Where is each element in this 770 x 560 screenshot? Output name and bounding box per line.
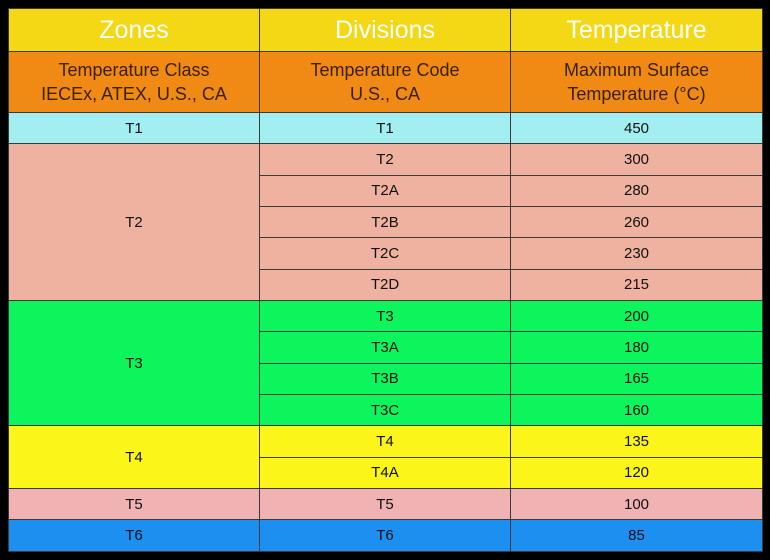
zone-cell: T1	[8, 111, 260, 145]
zones-subheader-line2: IECEx, ATEX, U.S., CA	[41, 84, 227, 104]
code-cell: T1	[259, 111, 511, 145]
temperature-subheader-line2: Temperature (°C)	[567, 84, 706, 104]
code-cell: T2B	[259, 206, 511, 239]
temp-cell: 200	[510, 300, 763, 333]
divisions-subheader: Temperature Code U.S., CA	[259, 51, 511, 113]
table-body: T1 T1 450 T2 T2 300 T2A 280 T2B 260 T2C …	[8, 111, 763, 552]
temperature-subheader: Maximum Surface Temperature (°C)	[510, 51, 763, 113]
temperature-class-table-frame: Zones Divisions Temperature Temperature …	[8, 8, 763, 552]
table-row: T3C 160	[9, 394, 763, 427]
temp-cell: 215	[510, 268, 763, 302]
zone-cell: T4	[8, 425, 260, 490]
temp-cell: 260	[510, 206, 763, 239]
temp-cell: 165	[510, 362, 763, 396]
temp-cell: 85	[510, 519, 763, 552]
code-cell: T2	[259, 143, 511, 176]
code-cell: T4	[259, 425, 511, 458]
temp-cell: 300	[510, 143, 763, 176]
zones-subheader: Temperature Class IECEx, ATEX, U.S., CA	[8, 51, 260, 113]
temperature-class-table: Zones Divisions Temperature Temperature …	[8, 8, 763, 552]
temp-cell: 100	[510, 488, 763, 521]
table-row: T5 T5 100	[8, 488, 763, 521]
zone-cell: T6	[8, 519, 260, 552]
table-row: T3B 165	[9, 362, 763, 396]
table-row: T2A 280	[9, 174, 763, 208]
temp-cell: 180	[510, 331, 763, 364]
table-row: T3A 180	[9, 331, 763, 364]
table-row: T2C 230	[9, 237, 763, 270]
zones-subheader-line1: Temperature Class	[58, 60, 210, 80]
code-cell: T3B	[259, 362, 511, 396]
code-cell: T5	[259, 488, 511, 521]
header-row: Zones Divisions Temperature	[8, 8, 763, 52]
temp-cell: 135	[510, 425, 763, 458]
table-row: T3 T3 200	[8, 300, 763, 427]
temp-cell: 230	[510, 237, 763, 270]
temp-cell: 160	[510, 394, 763, 427]
code-cell: T4A	[259, 456, 511, 490]
code-cell: T3A	[259, 331, 511, 364]
code-cell: T3	[259, 300, 511, 333]
temp-cell: 450	[510, 111, 763, 145]
table-row: T2D 215	[9, 268, 763, 302]
table-row: T1 T1 450	[8, 111, 763, 145]
temperature-subheader-line1: Maximum Surface	[563, 60, 710, 80]
zone-cell: T3	[8, 300, 260, 427]
subheader-row: Temperature Class IECEx, ATEX, U.S., CA …	[8, 51, 763, 113]
code-cell: T6	[259, 519, 511, 552]
code-cell: T2A	[259, 174, 511, 208]
zones-header: Zones	[8, 8, 260, 52]
table-row: T6 T6 85	[8, 519, 763, 552]
temp-cell: 120	[510, 456, 763, 490]
zone-cell: T2	[8, 143, 260, 302]
zone-cell: T5	[8, 488, 260, 521]
table-row: T4A 120	[9, 456, 763, 490]
temp-cell: 280	[510, 174, 763, 208]
divisions-subheader-line1: Temperature Code	[310, 60, 460, 80]
table-row: T4 T4 135	[8, 425, 763, 490]
code-cell: T3C	[259, 394, 511, 427]
divisions-subheader-line2: U.S., CA	[349, 84, 420, 104]
table-row: T2 T2 300	[8, 143, 763, 302]
divisions-header: Divisions	[259, 8, 511, 52]
temperature-header: Temperature	[510, 8, 763, 52]
code-cell: T2C	[259, 237, 511, 270]
code-cell: T2D	[259, 268, 511, 302]
